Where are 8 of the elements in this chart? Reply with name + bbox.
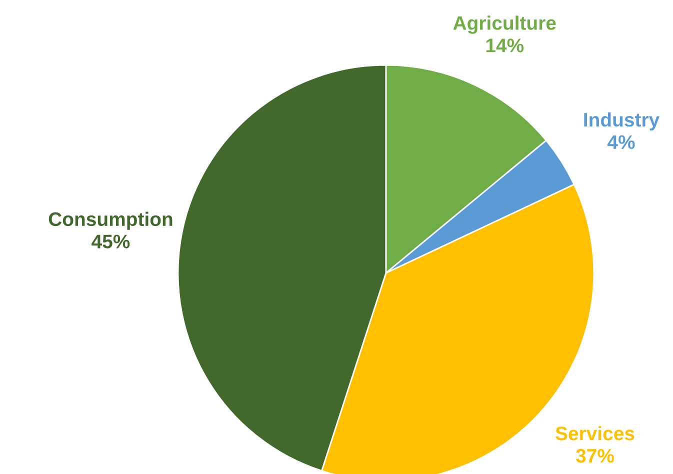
slice-label: Services bbox=[556, 426, 634, 440]
data-label: 45% bbox=[92, 234, 130, 248]
slice-label: Consumption bbox=[48, 212, 172, 230]
slice-label: Agriculture bbox=[453, 16, 556, 34]
data-label: 37% bbox=[576, 448, 614, 463]
slice-label: Industry bbox=[584, 112, 660, 131]
data-label: 14% bbox=[486, 38, 524, 52]
data-label: 4% bbox=[607, 135, 635, 149]
